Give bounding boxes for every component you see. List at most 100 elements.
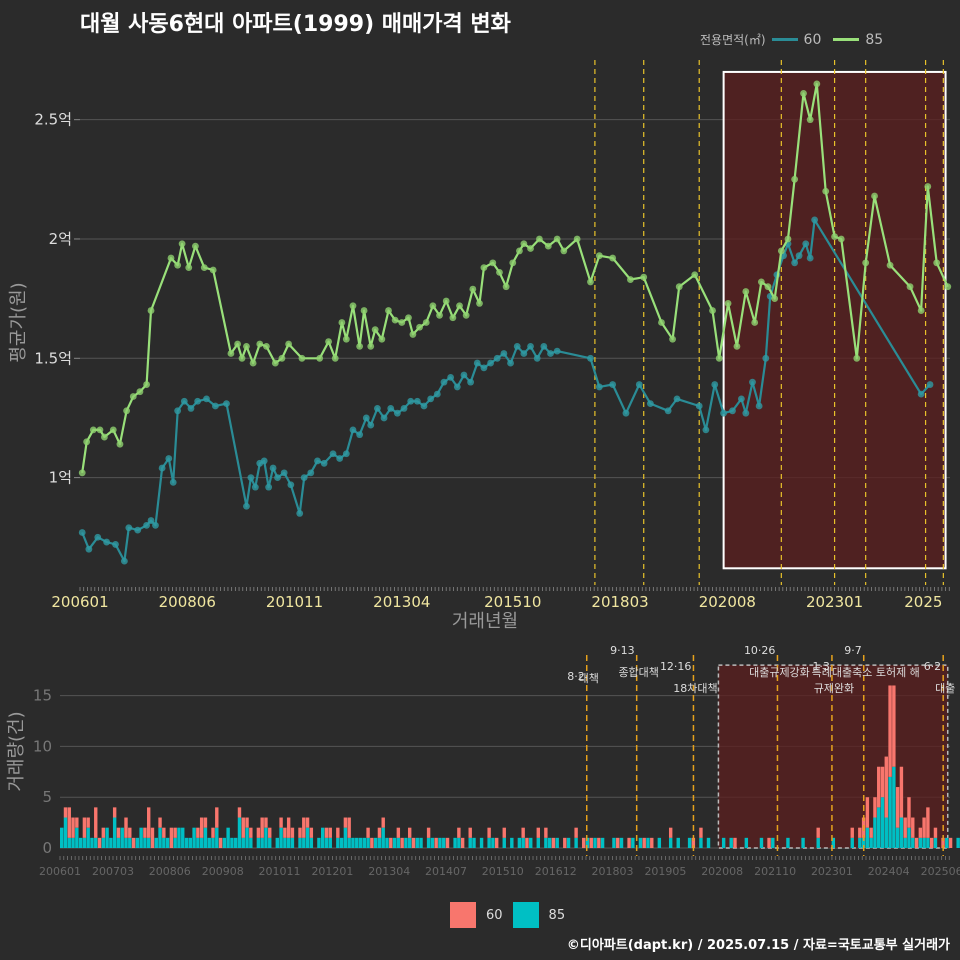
volume-bar-85	[877, 807, 881, 848]
price-point-60	[85, 545, 93, 553]
price-x-axis-label: 거래년월	[452, 611, 518, 632]
volume-bar-60	[196, 827, 200, 838]
volume-bar-60	[305, 817, 310, 828]
price-point-85	[800, 90, 807, 97]
volume-bar-60	[128, 827, 132, 838]
price-point-85	[822, 187, 830, 195]
price-point-60	[125, 524, 133, 532]
volume-bar-60	[589, 837, 593, 848]
volume-bar-60	[895, 787, 900, 828]
volume-bar-85	[479, 837, 484, 848]
volume-bar-60	[146, 807, 151, 838]
price-point-60	[749, 378, 756, 386]
price-point-60	[380, 414, 388, 422]
volume-x-tick-label: 200908	[202, 865, 244, 878]
volume-bar-85	[173, 837, 177, 848]
policy-name-label: 대출	[935, 682, 955, 695]
policy-date-label: 10·26	[744, 644, 776, 657]
price-point-60	[926, 381, 934, 388]
volume-bar-60	[396, 827, 401, 838]
price-point-85	[391, 316, 399, 324]
price-point-60	[112, 541, 119, 548]
price-point-60	[609, 381, 617, 388]
volume-bar-85	[177, 827, 181, 848]
price-point-60	[427, 395, 435, 403]
price-point-85	[609, 254, 617, 262]
price-point-60	[737, 395, 745, 403]
price-point-85	[89, 426, 97, 434]
price-point-60	[203, 395, 210, 403]
price-point-85	[724, 300, 732, 307]
volume-bar-60	[169, 827, 174, 848]
volume-bar-85	[90, 837, 94, 848]
price-point-85	[496, 268, 503, 276]
volume-x-tick-label: 201304	[368, 865, 410, 878]
price-point-60	[473, 359, 481, 367]
volume-bar-85	[381, 827, 385, 848]
volume-bar-85	[75, 827, 79, 848]
volume-bar-85	[442, 837, 446, 848]
price-point-85	[238, 354, 246, 362]
volume-x-tick-label: 201201	[311, 865, 353, 878]
volume-bar-85	[933, 837, 938, 848]
volume-bar-60	[298, 827, 302, 838]
volume-bar-60	[218, 837, 223, 848]
volume-bar-85	[275, 837, 280, 848]
policy-name-label: 종합대책	[618, 666, 658, 679]
volume-bar-85	[536, 837, 540, 848]
price-point-85	[587, 278, 594, 286]
volume-bar-85	[646, 837, 650, 848]
legend-label-60: 60	[803, 31, 822, 48]
volume-bar-85	[676, 837, 680, 848]
volume-bar-60	[551, 837, 556, 848]
volume-bar-60	[574, 827, 578, 838]
volume-bar-60	[67, 807, 71, 838]
volume-bar-85	[593, 837, 597, 848]
volume-bar-85	[124, 837, 128, 848]
price-point-60	[243, 502, 250, 510]
volume-bar-85	[355, 837, 359, 848]
volume-bar-85	[892, 766, 896, 848]
price-x-tick-label: 201304	[373, 593, 430, 611]
price-point-85	[456, 302, 463, 310]
policy-name-label: 대출규제강화	[749, 666, 810, 679]
volume-bar-85	[222, 837, 227, 848]
price-x-tick-label: 202301	[806, 593, 863, 611]
volume-bar-85	[339, 837, 344, 848]
price-point-60	[806, 254, 814, 262]
price-point-60	[480, 364, 488, 372]
volume-bar-60	[699, 827, 703, 838]
volume-bar-60	[283, 827, 287, 838]
volume-bar-85	[502, 837, 506, 848]
price-point-85	[167, 254, 175, 262]
price-point-85	[771, 295, 779, 303]
volume-bar-85	[657, 837, 662, 848]
price-point-85	[917, 307, 925, 314]
price-point-60	[711, 381, 719, 388]
volume-bar-85	[831, 837, 836, 848]
volume-bar-85	[899, 817, 904, 848]
volume-bar-85	[668, 837, 673, 848]
volume-y-tick-label: 10	[33, 737, 52, 755]
price-x-tick-label: 201510	[484, 593, 541, 611]
volume-bar-85	[407, 837, 412, 848]
volume-bar-60	[97, 837, 102, 848]
price-point-60	[356, 431, 364, 439]
price-point-60	[407, 397, 415, 405]
price-point-60	[635, 381, 643, 388]
volume-bar-85	[801, 837, 805, 848]
price-point-60	[729, 407, 736, 415]
price-point-60	[513, 342, 521, 350]
price-point-60	[165, 455, 173, 462]
volume-bar-60	[918, 827, 923, 838]
price-x-tick-label: 201011	[266, 593, 323, 611]
volume-bar-60	[948, 837, 953, 848]
volume-bar-60	[264, 817, 268, 828]
volume-bar-85	[517, 837, 522, 848]
price-point-85	[285, 340, 293, 348]
volume-bar-60	[173, 827, 177, 838]
volume-bar-85	[135, 837, 140, 848]
volume-bar-60	[158, 817, 162, 828]
price-point-85	[316, 354, 324, 362]
